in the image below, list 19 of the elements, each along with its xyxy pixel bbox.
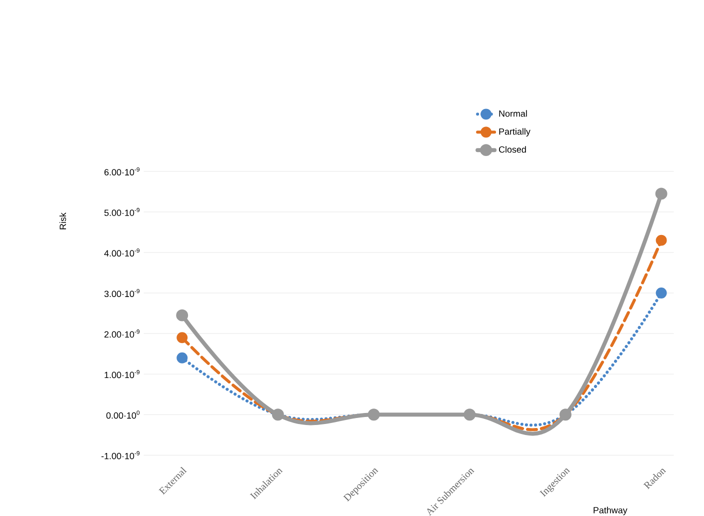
y-tick-label: 6.00·10$^{-9}$: [104, 167, 140, 176]
y-tick-label: -1.00·10$^{-9}$: [101, 451, 140, 460]
y-tick-label: 5.00·10$^{-9}$: [104, 208, 140, 216]
point: [656, 234, 667, 246]
legend-label: Closed: [498, 146, 526, 153]
point: [176, 352, 188, 364]
y-axis-title: Risk: [59, 212, 66, 230]
y-tick-label: 1.00·10$^{-9}$: [104, 370, 140, 378]
legend-label: Partially: [499, 128, 530, 136]
y-tick-label: 0.00·10$^{0}$: [106, 410, 140, 419]
point: [656, 288, 667, 298]
y-tick-label: 4.00·10$^{-9}$: [104, 248, 140, 257]
point: [176, 309, 188, 322]
y-tick-label: 2.00·10$^{-9}$: [104, 330, 140, 338]
point: [655, 188, 668, 200]
x-axis-title: Pathway: [594, 506, 628, 516]
legend-label: Normal: [499, 110, 527, 117]
y-tick-label: 3.00·10$^{-9}$: [104, 288, 140, 298]
point: [176, 332, 188, 344]
